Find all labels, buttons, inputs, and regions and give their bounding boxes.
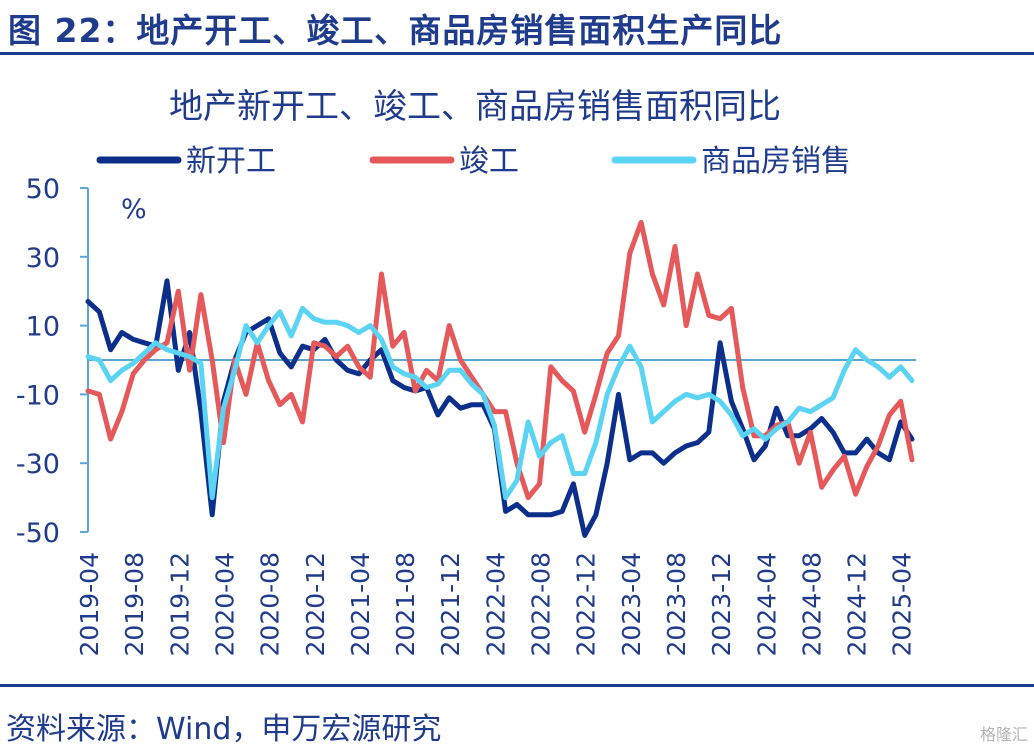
y-tick-label: -50 bbox=[16, 518, 60, 549]
y-tick-label: 10 bbox=[26, 312, 60, 343]
x-tick-label: 2019-12 bbox=[165, 552, 194, 656]
figure-title: 图 22：地产开工、竣工、商品房销售面积生产同比 bbox=[8, 11, 783, 50]
x-tick-label: 2021-12 bbox=[436, 552, 465, 656]
title-rule bbox=[0, 52, 1034, 55]
series-line-3 bbox=[85, 305, 915, 501]
x-tick-label: 2022-04 bbox=[481, 552, 510, 656]
x-tick-label: 2021-08 bbox=[391, 552, 420, 656]
legend-label-3: 商品房销售 bbox=[701, 144, 851, 179]
line-chart: 地产新开工、竣工、商品房销售面积同比 新开工 竣工 商品房销售 % 50 30 10 -1… bbox=[16, 87, 917, 656]
x-tick-label: 2023-04 bbox=[617, 552, 646, 656]
y-tick-label: 30 bbox=[26, 243, 60, 274]
x-tick-label: 2024-08 bbox=[797, 552, 826, 656]
x-tick-label: 2019-08 bbox=[120, 552, 149, 656]
x-tick-label: 2020-08 bbox=[256, 552, 285, 656]
x-tick-label: 2020-12 bbox=[301, 552, 330, 656]
x-tick-label: 2021-04 bbox=[346, 552, 375, 656]
x-tick-label: 2024-12 bbox=[843, 552, 872, 656]
chart-title: 地产新开工、竣工、商品房销售面积同比 bbox=[169, 87, 781, 127]
y-axis: 50 30 10 -10 -30 -50 bbox=[16, 174, 89, 549]
x-tick-label: 2022-12 bbox=[572, 552, 601, 656]
x-tick-label: 2023-12 bbox=[707, 552, 736, 656]
x-axis: 2019-04 2019-08 2019-12 2020-04 2020-08 2020-… bbox=[75, 359, 917, 656]
x-tick-label: 2024-04 bbox=[752, 552, 781, 656]
series-lines bbox=[85, 219, 915, 538]
legend-label-1: 新开工 bbox=[186, 144, 276, 179]
x-tick-label: 2022-08 bbox=[527, 552, 556, 656]
series-line-2 bbox=[85, 219, 915, 501]
y-tick-label: 50 bbox=[26, 174, 60, 205]
watermark-logo: 格隆汇 bbox=[979, 725, 1028, 744]
legend-label-2: 竣工 bbox=[459, 144, 519, 179]
footer-rule bbox=[0, 684, 1034, 687]
legend: 新开工 竣工 商品房销售 bbox=[96, 144, 851, 179]
y-axis-unit: % bbox=[121, 194, 147, 225]
y-tick-label: -10 bbox=[16, 380, 60, 411]
x-tick-label: 2025-04 bbox=[888, 552, 917, 656]
y-tick-label: -30 bbox=[16, 449, 60, 480]
x-tick-label: 2019-04 bbox=[75, 552, 104, 656]
x-tick-label: 2020-04 bbox=[210, 552, 239, 656]
x-tick-label: 2023-08 bbox=[662, 552, 691, 656]
source-note: 资料来源：Wind，申万宏源研究 bbox=[6, 712, 442, 747]
